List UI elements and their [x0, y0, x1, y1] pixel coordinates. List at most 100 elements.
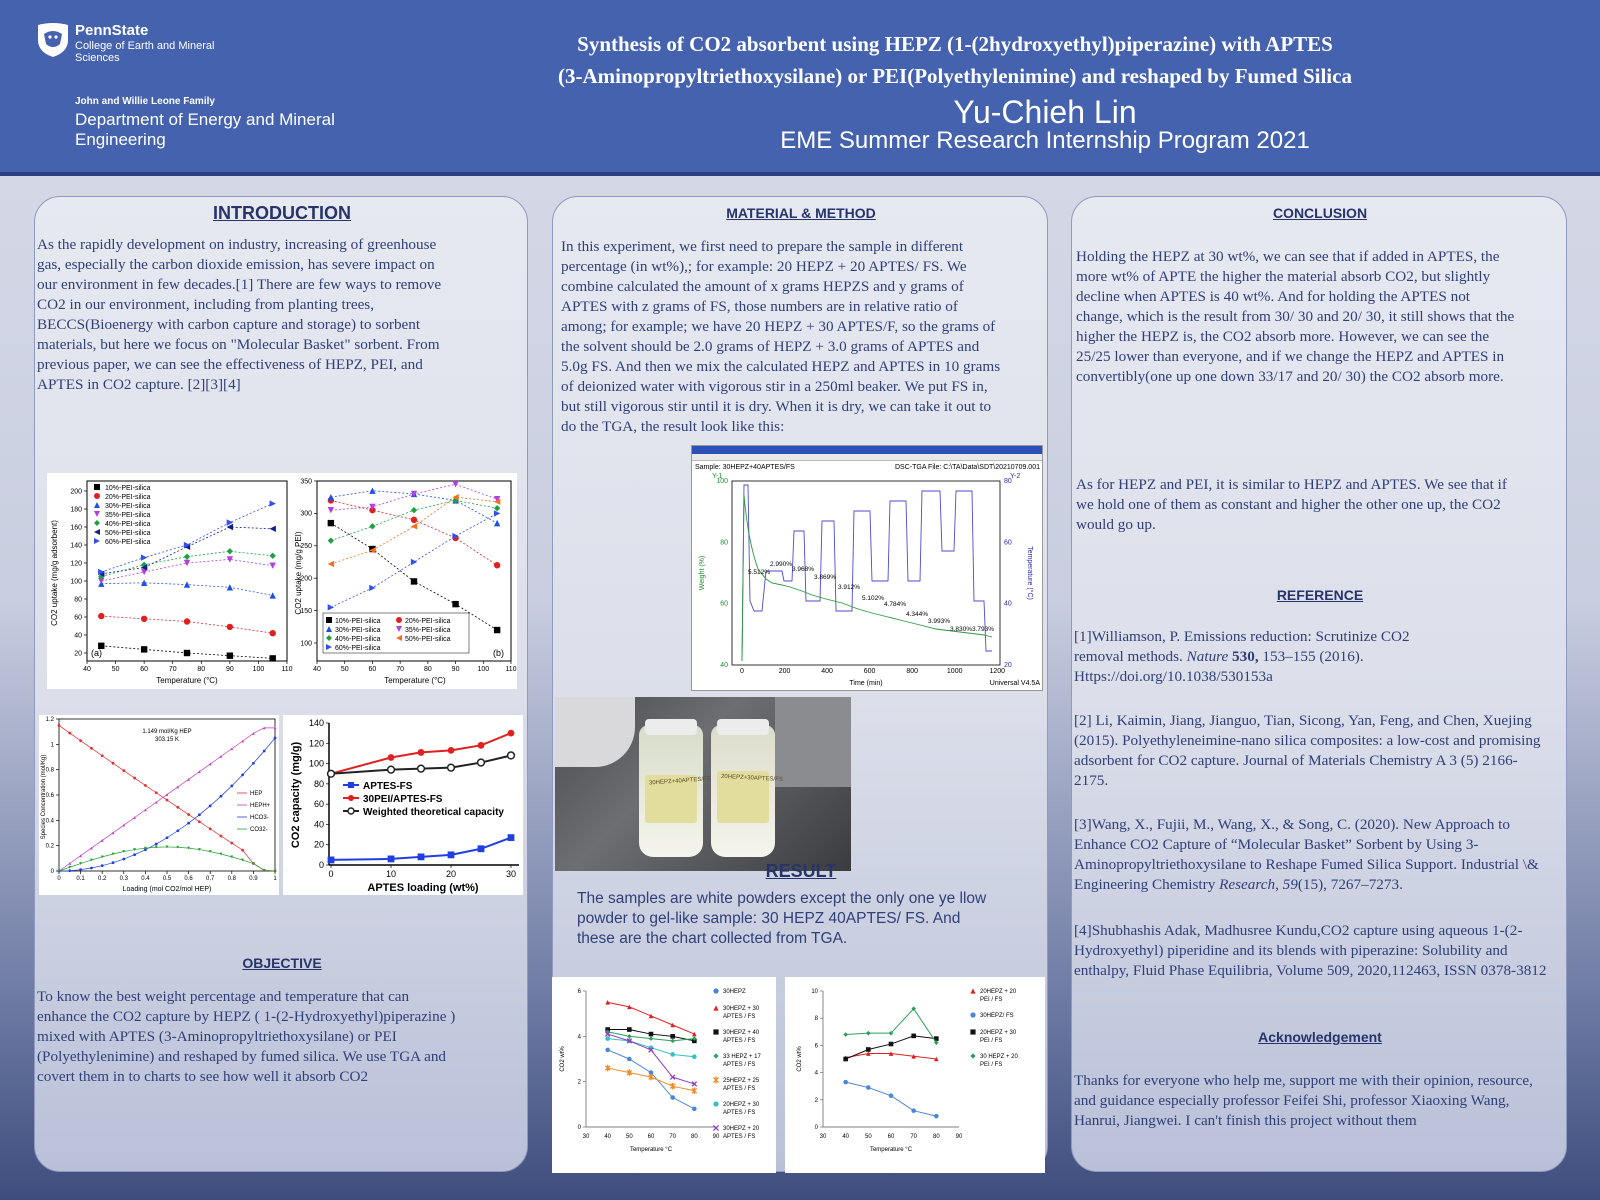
fig-a-point	[183, 581, 191, 588]
result-chart-xtick-label: 90	[956, 1134, 963, 1140]
fig-c-point	[262, 749, 266, 753]
result-chart-point	[888, 1093, 894, 1099]
method-text: In this experiment, we first need to pre…	[561, 238, 1001, 435]
result-chart-point	[670, 1034, 675, 1039]
fig-d-point	[417, 853, 425, 861]
result-chart-ytick-label: 4	[578, 1034, 582, 1040]
fig-c-point	[111, 831, 115, 835]
fig-c-legend-label: HCO3-	[250, 815, 269, 821]
fig-a-point	[183, 649, 191, 657]
fig-a-xtick-label: 60	[140, 666, 148, 673]
tga-svg: Sample: 30HEPZ+40APTES/FS DSC-TGA File: …	[695, 464, 1040, 687]
fig-c-point	[241, 739, 244, 743]
fig-a-point	[269, 525, 276, 532]
fig-b-xtick-label: 80	[424, 666, 432, 673]
result-chart-ytick-label: 0	[815, 1125, 819, 1131]
reference-3-mid: ,	[1275, 876, 1283, 893]
result-chart-series-line	[845, 1081, 937, 1117]
result-chart-xtick-label: 90	[713, 1134, 720, 1140]
reference-1b: 153–155 (2016). Https://doi.org/10.1038/…	[1074, 648, 1364, 685]
tga-xtick-label: 600	[864, 668, 876, 675]
result-chart-legend-label: 30HEPZ	[723, 989, 746, 995]
fig-a-legend-marker	[94, 493, 100, 499]
result-chart-point	[670, 1052, 675, 1057]
fig-c-point	[187, 777, 190, 781]
sample-jar-right: 20HEPZ+30APTES/FS	[711, 719, 783, 857]
result-chart-legend-label: 33 HEPZ + 17	[723, 1054, 762, 1060]
result-chart-point	[843, 1032, 848, 1037]
fig-a-point	[98, 568, 105, 576]
fig-b-xtick-label: 100	[477, 666, 489, 673]
fig-c-point	[154, 842, 158, 846]
result-chart-legend-label: 20HEPZ + 20	[980, 989, 1017, 995]
fig-a-legend-label: 10%-PEI-silica	[105, 485, 151, 492]
figure-a-svg: 20 40 60 80 100 120 140 160 180 200 40 50 60 70 80 90 10…	[50, 480, 293, 685]
fig-a-series-line	[101, 526, 273, 575]
fig-b-series-line	[330, 496, 498, 565]
result-text: The samples are white powders except the…	[577, 890, 987, 947]
result-chart-point	[627, 1004, 632, 1010]
fig-a-point	[98, 577, 105, 585]
result-chart-xtick-label: 70	[669, 1134, 676, 1140]
fig-a-ytick-label: 60	[74, 614, 82, 621]
fig-c-point	[230, 855, 234, 859]
result-chart-pei-svg: 0 2 4 6 8 10 30 40 50 60 70 80 90 CO2 wt% Temperature …	[797, 988, 1019, 1153]
fig-b-point	[493, 505, 501, 512]
figure-pei-uptake-b: 100 150 200 250 300 350 40 50 60 70 80 90 100 110 CO2…	[293, 473, 517, 689]
result-chart-point	[934, 1113, 939, 1119]
result-chart-legend-label: APTES / FS	[723, 1062, 755, 1068]
result-chart-legend-label: PEI / FS	[980, 1062, 1002, 1068]
fig-b-legend-marker	[396, 635, 402, 641]
fig-c-point	[79, 862, 82, 865]
fig-d-legend-marker	[348, 782, 354, 788]
panel-introduction: INTRODUCTION As the rapidly development …	[34, 196, 528, 1172]
fig-c-point	[133, 816, 136, 819]
fig-a-point	[98, 573, 105, 580]
fig-b-xtick-label: 70	[396, 666, 404, 673]
result-chart-point	[866, 1051, 871, 1056]
fig-b-legend-marker	[396, 617, 402, 623]
result-chart-xtick-label: 60	[888, 1134, 895, 1140]
fig-c-point	[187, 813, 191, 816]
result-chart-series-line	[845, 1007, 937, 1043]
result-chart-xlabel: Temperature °C	[630, 1147, 673, 1153]
fig-d-point	[477, 845, 485, 853]
result-chart-legend-marker	[970, 1029, 976, 1035]
fig-a-legend-marker	[94, 502, 100, 508]
result-chart-legend-marker	[970, 1053, 976, 1059]
fig-c-point	[144, 808, 147, 812]
tga-ytick-left: 80	[720, 539, 728, 546]
jar-left-label-text: 30HEPZ+40APTES/FS	[648, 776, 711, 787]
tga-temperature-curve	[741, 484, 992, 662]
fig-a-panel-label: (a)	[91, 648, 102, 658]
result-chart-point	[670, 1022, 675, 1028]
poster-title-line1: Synthesis of CO2 absorbent using HEPZ (1…	[360, 32, 1550, 57]
reference-1-journal: Nature	[1186, 648, 1229, 665]
fig-b-point	[452, 600, 459, 608]
tga-sample: Sample: 30HEPZ+40APTES/FS	[695, 464, 795, 471]
fig-b-point	[493, 495, 501, 503]
tga-y2: Y-2	[1010, 473, 1020, 480]
fig-a-point	[140, 579, 148, 586]
fig-d-point	[386, 765, 396, 774]
fig-c-annotation1: 1.149 mol/Kg HEP	[142, 729, 191, 735]
tga-xtick-label: 200	[779, 668, 791, 675]
dept-family: John and Willie Leone Family	[75, 96, 215, 107]
fig-a-point	[140, 646, 148, 653]
result-chart-ylabel: CO2 wt%	[797, 1046, 803, 1072]
fig-b-point	[410, 578, 418, 585]
fig-c-legend-label: CO32-	[250, 827, 268, 833]
fig-a-xtick-label: 100	[253, 666, 265, 673]
result-chart-legend-marker	[713, 988, 719, 994]
result-chart-ylabel: CO2 wt%	[560, 1046, 566, 1072]
result-chart-point	[604, 1064, 611, 1072]
tga-annotation: 3.912%	[838, 584, 860, 591]
fig-a-point	[226, 584, 234, 591]
result-chart-aptes-svg: 0 2 4 6 30 40 50 60 70 80 90 CO2 wt% Temperature °C 3…	[560, 988, 762, 1153]
result-chart-legend-marker	[713, 1101, 719, 1107]
result-chart-point	[911, 1053, 916, 1059]
fig-c-point	[122, 823, 126, 827]
result-chart-point	[648, 1036, 654, 1041]
acknowledgement-heading: Acknowledgement	[1258, 1029, 1382, 1045]
result-chart-legend-marker	[713, 1053, 719, 1059]
